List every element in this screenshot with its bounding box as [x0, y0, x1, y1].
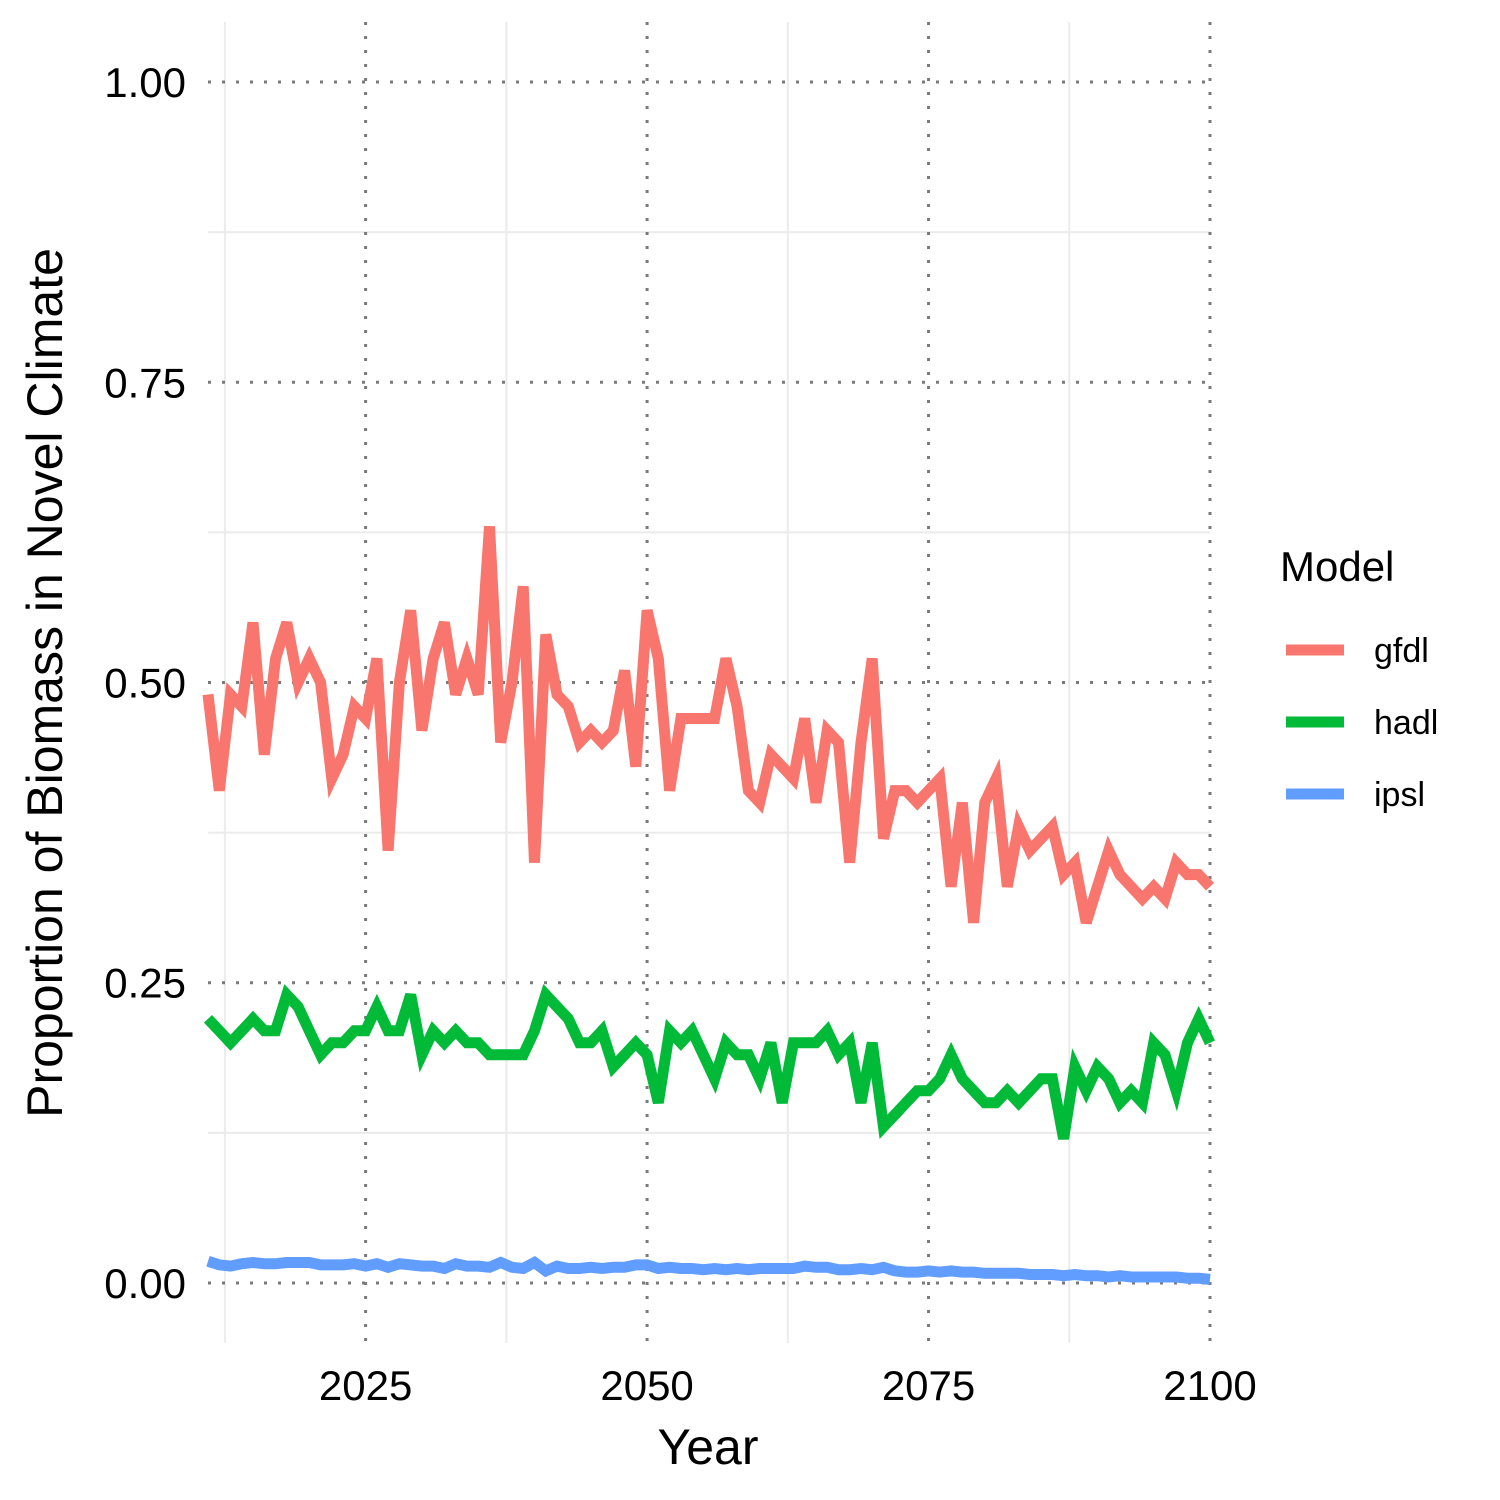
- major-gridlines: [208, 22, 1212, 1343]
- series-line-hadl: [203, 984, 1215, 1140]
- legend-label-ipsl: ipsl: [1374, 776, 1425, 814]
- minor-gridlines: [208, 22, 1210, 1343]
- x-tick-label: 2075: [882, 1362, 975, 1409]
- x-tick-label: 2025: [319, 1362, 412, 1409]
- y-tick-label: 0.50: [104, 660, 186, 707]
- y-tick-label: 0.00: [104, 1260, 186, 1307]
- series-line-ipsl: [206, 1256, 1211, 1285]
- y-axis-tick-labels: 0.00 0.25 0.50 0.75 1.00: [104, 59, 186, 1307]
- legend: Model gfdl hadl ipsl: [1280, 543, 1438, 814]
- legend-label-hadl: hadl: [1374, 704, 1438, 742]
- legend-items: gfdl hadl ipsl: [1286, 632, 1438, 814]
- legend-label-gfdl: gfdl: [1374, 632, 1429, 670]
- series-lines: [202, 526, 1215, 1285]
- legend-title: Model: [1280, 543, 1394, 590]
- y-tick-label: 0.75: [104, 359, 186, 406]
- y-axis-title: Proportion of Biomass in Novel Climate: [17, 248, 73, 1118]
- x-tick-label: 2050: [600, 1362, 693, 1409]
- y-tick-label: 1.00: [104, 59, 186, 106]
- series-line-gfdl: [202, 526, 1215, 925]
- x-axis-title: Year: [657, 1419, 758, 1475]
- x-axis-tick-labels: 2025 2050 2075 2100: [319, 1362, 1257, 1409]
- x-tick-label: 2100: [1163, 1362, 1256, 1409]
- y-tick-label: 0.25: [104, 960, 186, 1007]
